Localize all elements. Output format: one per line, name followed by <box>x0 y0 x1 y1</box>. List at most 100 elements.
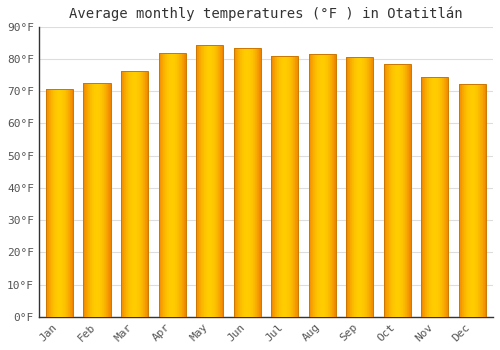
Bar <box>310 54 312 317</box>
Bar <box>100 83 101 317</box>
Bar <box>88 83 89 317</box>
Bar <box>183 52 184 317</box>
Bar <box>333 54 334 317</box>
Bar <box>166 52 168 317</box>
Bar <box>251 48 252 317</box>
Bar <box>355 57 356 317</box>
Bar <box>402 63 404 317</box>
Bar <box>211 46 212 317</box>
Bar <box>433 77 434 317</box>
Bar <box>353 57 354 317</box>
Bar <box>170 52 172 317</box>
Bar <box>215 46 216 317</box>
Bar <box>437 77 438 317</box>
Bar <box>54 89 56 317</box>
Bar <box>280 56 281 317</box>
Bar <box>248 48 249 317</box>
Bar <box>91 83 92 317</box>
Bar <box>408 63 409 317</box>
Bar <box>69 89 70 317</box>
Bar <box>321 54 322 317</box>
Bar <box>290 56 291 317</box>
Bar <box>391 63 392 317</box>
Bar <box>352 57 353 317</box>
Bar <box>65 89 66 317</box>
Bar <box>234 48 260 317</box>
Bar <box>71 89 72 317</box>
Bar <box>180 52 181 317</box>
Bar <box>128 71 129 317</box>
Bar <box>133 71 134 317</box>
Bar <box>312 54 313 317</box>
Bar <box>386 63 387 317</box>
Bar <box>162 52 164 317</box>
Bar <box>443 77 444 317</box>
Bar <box>468 84 469 317</box>
Bar <box>106 83 107 317</box>
Bar <box>241 48 242 317</box>
Bar <box>122 71 123 317</box>
Bar <box>140 71 141 317</box>
Bar <box>206 46 207 317</box>
Bar <box>407 63 408 317</box>
Bar <box>348 57 349 317</box>
Bar <box>293 56 294 317</box>
Bar <box>242 48 243 317</box>
Bar <box>135 71 136 317</box>
Bar <box>422 77 424 317</box>
Bar <box>276 56 278 317</box>
Bar <box>482 84 483 317</box>
Bar <box>398 63 400 317</box>
Bar <box>387 63 388 317</box>
Bar <box>314 54 315 317</box>
Bar <box>168 52 170 317</box>
Bar <box>48 89 50 317</box>
Bar <box>212 46 213 317</box>
Bar <box>236 48 237 317</box>
Bar <box>139 71 140 317</box>
Bar <box>472 84 473 317</box>
Bar <box>364 57 365 317</box>
Bar <box>159 52 160 317</box>
Bar <box>479 84 480 317</box>
Bar <box>177 52 178 317</box>
Bar <box>138 71 140 317</box>
Bar <box>121 71 148 317</box>
Bar <box>351 57 352 317</box>
Bar <box>198 46 199 317</box>
Bar <box>93 83 94 317</box>
Bar <box>384 63 385 317</box>
Bar <box>308 54 310 317</box>
Bar <box>185 52 186 317</box>
Bar <box>460 84 461 317</box>
Bar <box>107 83 108 317</box>
Bar <box>245 48 246 317</box>
Bar <box>484 84 486 317</box>
Bar <box>463 84 464 317</box>
Bar <box>331 54 332 317</box>
Bar <box>462 84 463 317</box>
Bar <box>346 57 347 317</box>
Bar <box>332 54 333 317</box>
Bar <box>213 46 214 317</box>
Bar <box>282 56 284 317</box>
Bar <box>426 77 427 317</box>
Bar <box>370 57 372 317</box>
Bar <box>86 83 87 317</box>
Bar <box>160 52 162 317</box>
Bar <box>392 63 394 317</box>
Bar <box>216 46 217 317</box>
Bar <box>480 84 481 317</box>
Bar <box>435 77 436 317</box>
Bar <box>447 77 448 317</box>
Bar <box>67 89 68 317</box>
Bar <box>429 77 430 317</box>
Bar <box>319 54 320 317</box>
Bar <box>234 48 235 317</box>
Bar <box>72 89 73 317</box>
Bar <box>326 54 327 317</box>
Bar <box>174 52 175 317</box>
Bar <box>89 83 90 317</box>
Bar <box>102 83 103 317</box>
Bar <box>217 46 218 317</box>
